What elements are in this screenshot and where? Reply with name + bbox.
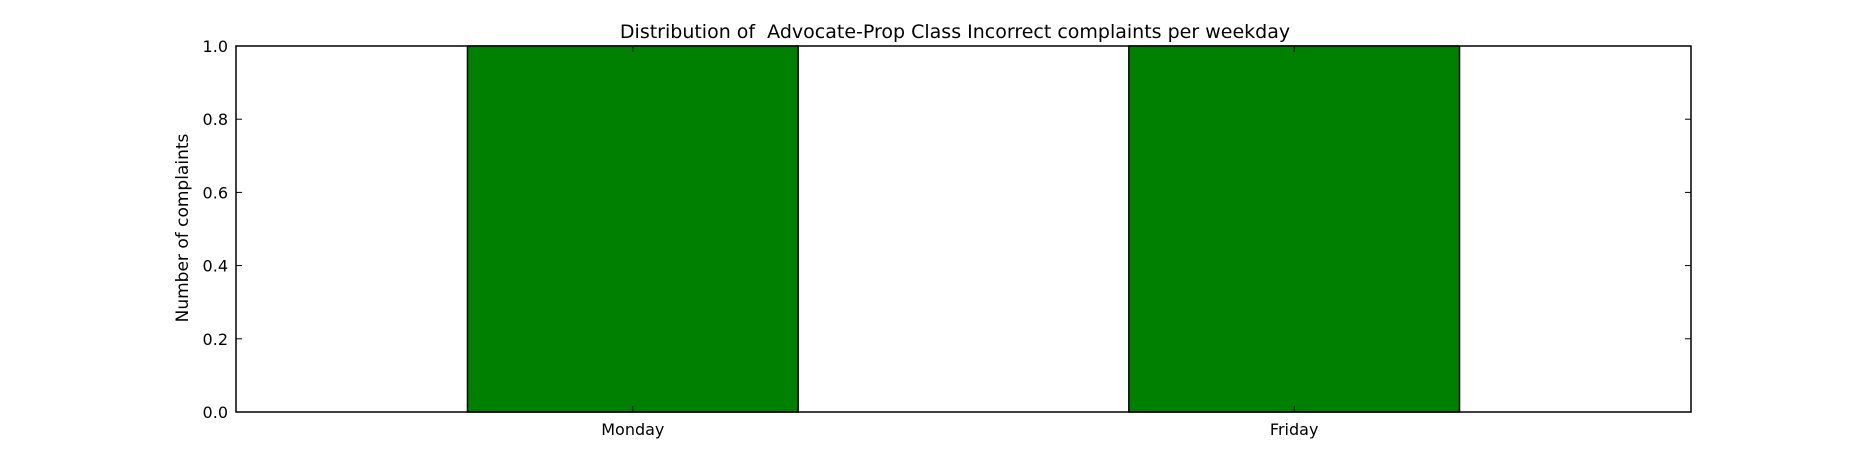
plot-frame xyxy=(235,45,1692,413)
y-tick-label: 0.2 xyxy=(203,330,228,349)
y-axis-label: Number of complaints xyxy=(173,133,193,322)
bar-monday xyxy=(466,45,799,413)
ticks-layer: Monday Friday 0.0 0.2 0.4 0.6 0.8 1.0 xyxy=(203,37,1691,439)
y-tick-label: 0.4 xyxy=(203,257,228,276)
bars-layer xyxy=(466,45,1461,413)
y-tick-label: 0.6 xyxy=(203,183,228,202)
bar-friday xyxy=(1128,45,1461,413)
chart-title: Distribution of Advocate-Prop Class Inco… xyxy=(620,21,1290,43)
y-tick-label: 0.8 xyxy=(203,110,228,129)
x-tick-label: Monday xyxy=(601,420,664,439)
x-tick-label: Friday xyxy=(1270,420,1319,439)
y-tick-label: 0.0 xyxy=(203,403,228,422)
y-tick-label: 1.0 xyxy=(203,37,228,56)
